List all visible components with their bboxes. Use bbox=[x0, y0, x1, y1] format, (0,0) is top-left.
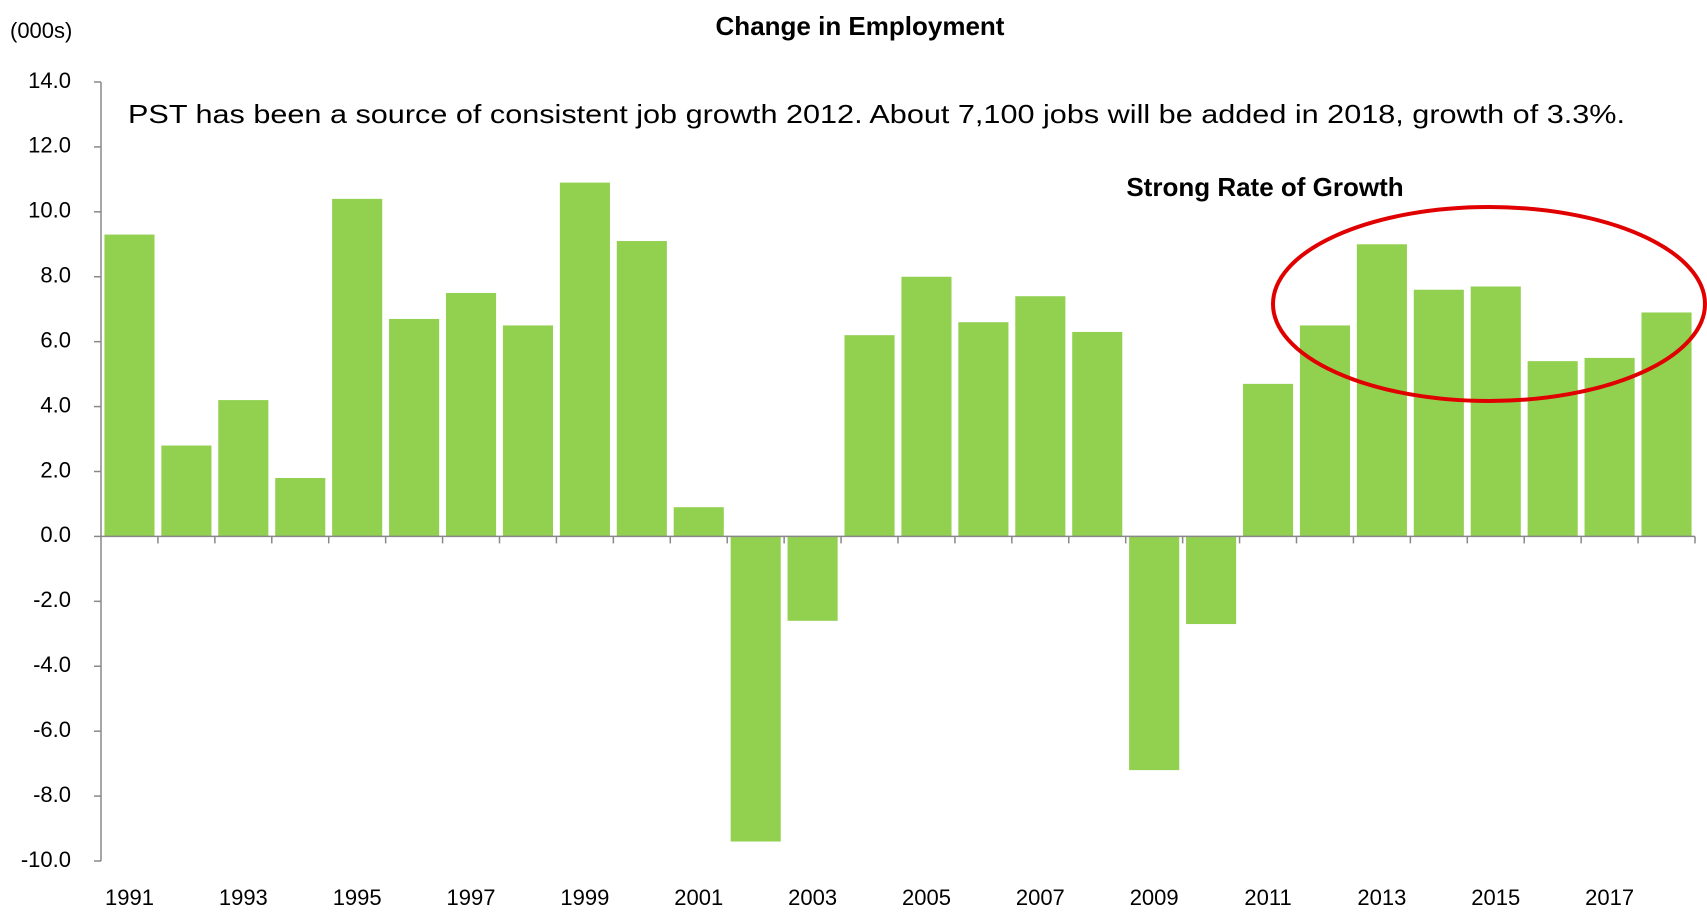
x-tick-label: 2001 bbox=[674, 885, 723, 910]
bar bbox=[275, 477, 326, 537]
y-unit-label: (000s) bbox=[10, 18, 72, 43]
annotation: PST has been a source of consistent job … bbox=[128, 99, 1625, 129]
x-tick-label: 1993 bbox=[219, 885, 268, 910]
x-tick-label: 1997 bbox=[447, 885, 496, 910]
y-tick-label: 14.0 bbox=[28, 68, 71, 93]
bar bbox=[958, 322, 1009, 537]
bar bbox=[673, 507, 724, 537]
bar bbox=[616, 241, 667, 537]
bar bbox=[1129, 536, 1180, 771]
y-tick-label: 8.0 bbox=[40, 263, 71, 288]
bar bbox=[1299, 325, 1351, 537]
y-tick-label: 10.0 bbox=[28, 198, 71, 223]
bar bbox=[445, 292, 497, 537]
highlight-label: Strong Rate of Growth bbox=[1126, 172, 1403, 202]
x-tick-label: 1991 bbox=[105, 885, 154, 910]
y-tick-label: 12.0 bbox=[28, 133, 71, 158]
x-tick-label: 1999 bbox=[560, 885, 609, 910]
y-tick-label: -10.0 bbox=[21, 847, 71, 872]
x-tick-label: 2015 bbox=[1471, 885, 1520, 910]
x-tick-label: 2017 bbox=[1585, 885, 1634, 910]
bar bbox=[844, 335, 895, 537]
bar bbox=[104, 234, 155, 537]
bar bbox=[389, 318, 440, 537]
x-tick-label: 2005 bbox=[902, 885, 951, 910]
y-tick-label: 0.0 bbox=[40, 522, 71, 547]
bar bbox=[1413, 289, 1464, 537]
bar bbox=[1072, 331, 1123, 537]
y-tick-label: 6.0 bbox=[40, 327, 71, 352]
bar bbox=[161, 445, 212, 537]
bar bbox=[218, 400, 269, 537]
bar bbox=[787, 536, 838, 621]
bar bbox=[502, 325, 554, 537]
y-tick-label: 4.0 bbox=[40, 392, 71, 417]
x-tick-label: 2007 bbox=[1016, 885, 1065, 910]
bar bbox=[1527, 361, 1578, 537]
y-tick-label: -8.0 bbox=[33, 782, 71, 807]
y-tick-label: -2.0 bbox=[33, 587, 71, 612]
y-tick-label: -4.0 bbox=[33, 652, 71, 677]
bar bbox=[559, 182, 610, 537]
highlight-ellipse bbox=[1271, 205, 1707, 403]
x-tick-label: 1995 bbox=[333, 885, 382, 910]
x-tick-label: 2003 bbox=[788, 885, 837, 910]
bar bbox=[1470, 286, 1521, 537]
bar bbox=[730, 536, 781, 842]
bar bbox=[1242, 383, 1294, 537]
x-tick-label: 2009 bbox=[1130, 885, 1179, 910]
bar bbox=[901, 276, 952, 537]
y-tick-label: 2.0 bbox=[40, 457, 71, 482]
bar bbox=[1186, 536, 1237, 625]
bar bbox=[1015, 296, 1066, 537]
chart-title: Change in Employment bbox=[716, 11, 1005, 41]
bar bbox=[1641, 312, 1692, 537]
y-tick-label: -6.0 bbox=[33, 717, 71, 742]
bar bbox=[332, 198, 383, 537]
x-tick-label: 2013 bbox=[1357, 885, 1406, 910]
x-tick-label: 2011 bbox=[1244, 885, 1291, 910]
